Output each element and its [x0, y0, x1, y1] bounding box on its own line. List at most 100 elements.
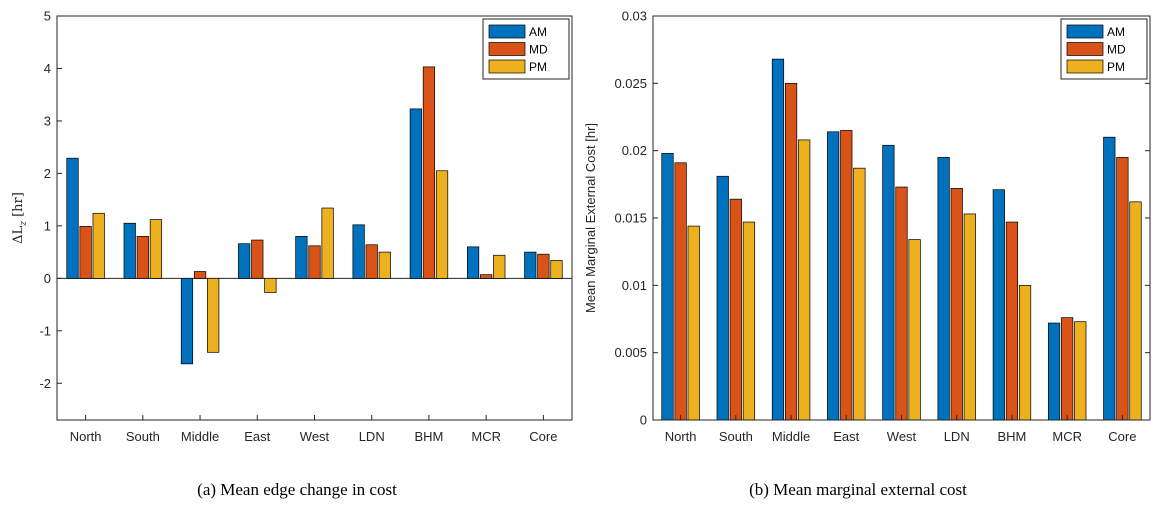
- bar-pm-core: [1129, 201, 1142, 421]
- bar-pm-west: [908, 239, 921, 421]
- bar-md-south: [136, 236, 149, 279]
- bar-md-mcr: [480, 274, 493, 279]
- bar-md-east: [840, 130, 853, 421]
- bar-pm-middle: [207, 277, 220, 353]
- bar-am-mcr: [1047, 322, 1061, 421]
- x-tick-label: Middle: [181, 429, 219, 444]
- bar-pm-east: [853, 167, 866, 421]
- bar-pm-south: [742, 221, 756, 421]
- legend-label-pm: PM: [1107, 60, 1125, 74]
- bar-am-middle: [771, 58, 785, 421]
- legend-swatch-md: [488, 42, 526, 56]
- caption-a: (a) Mean edge change in cost: [197, 480, 397, 499]
- bar-md-south: [729, 198, 742, 421]
- legend-label-md: MD: [529, 43, 548, 57]
- bar-md-east: [251, 239, 264, 279]
- bar-md-north: [79, 226, 92, 279]
- bar-pm-ldn: [963, 213, 976, 421]
- y-tick-label: 0: [640, 413, 647, 428]
- bar-am-middle: [180, 277, 194, 365]
- bar-md-core: [537, 253, 550, 279]
- bar-am-core: [1103, 136, 1116, 421]
- x-tick-label: North: [70, 429, 102, 444]
- legend-swatch-am: [1066, 24, 1104, 39]
- x-tick-label: BHM: [414, 429, 443, 444]
- bar-pm-ldn: [378, 251, 391, 279]
- x-tick-label: LDN: [359, 429, 385, 444]
- bar-pm-north: [92, 212, 105, 279]
- y-axis-label: Mean Marginal External Cost [hr]: [583, 123, 598, 313]
- y-axis-label-main: ΔL: [11, 225, 26, 243]
- bar-pm-mcr: [493, 254, 506, 279]
- bar-md-north: [674, 162, 687, 421]
- bar-am-bhm: [409, 108, 422, 279]
- y-tick-label: 0: [44, 271, 51, 286]
- x-tick-label: LDN: [944, 429, 970, 444]
- bar-pm-west: [321, 207, 334, 279]
- bar-md-mcr: [1061, 317, 1074, 421]
- bar-am-east: [827, 131, 840, 421]
- bar-md-west: [895, 186, 908, 421]
- x-tick-label: West: [887, 429, 917, 444]
- x-tick-label: South: [719, 429, 753, 444]
- x-tick-label: Middle: [772, 429, 810, 444]
- x-tick-label: South: [126, 429, 160, 444]
- bar-am-bhm: [992, 189, 1005, 421]
- y-tick-label: -1: [39, 323, 51, 338]
- y-tick-label: 0.03: [622, 9, 647, 24]
- bar-am-south: [123, 222, 136, 279]
- x-tick-label: East: [833, 429, 859, 444]
- bar-am-west: [882, 144, 895, 421]
- axes-box: [652, 15, 1151, 421]
- legend-label-pm: PM: [529, 60, 547, 74]
- bar-pm-south: [149, 219, 163, 279]
- y-tick-label: 0.025: [614, 76, 647, 91]
- bar-pm-mcr: [1074, 321, 1087, 421]
- bar-am-north: [661, 153, 674, 421]
- bar-pm-north: [687, 225, 700, 421]
- legend-label-am: AM: [1107, 25, 1125, 39]
- bar-pm-bhm: [1018, 284, 1032, 421]
- legend-swatch-pm: [1066, 59, 1104, 74]
- bar-md-middle: [193, 271, 207, 279]
- bar-am-south: [716, 175, 729, 421]
- x-tick-label: Core: [529, 429, 557, 444]
- bar-am-east: [238, 243, 251, 279]
- y-tick-label: 0.005: [614, 345, 647, 360]
- bar-am-ldn: [937, 157, 950, 421]
- chart-b: 0 0.005 0.01 0.015 0.02 0.025 0.03 North South Mi…: [583, 9, 1151, 444]
- x-tick-label: BHM: [997, 429, 1026, 444]
- bar-md-core: [1116, 157, 1129, 421]
- caption-b: (b) Mean marginal external cost: [749, 480, 967, 499]
- legend-swatch-am: [488, 24, 526, 39]
- y-axis-label-unit: [hr]: [11, 192, 26, 221]
- bar-am-west: [295, 236, 308, 279]
- bar-am-ldn: [352, 224, 365, 279]
- bar-pm-east: [264, 277, 277, 293]
- legend-label-md: MD: [1107, 43, 1126, 57]
- bar-pm-core: [550, 260, 563, 279]
- bar-pm-middle: [798, 139, 811, 421]
- x-tick-label: West: [300, 429, 330, 444]
- bar-md-bhm: [422, 66, 436, 279]
- axes-box: [56, 15, 573, 421]
- legend-label-am: AM: [529, 25, 547, 39]
- y-tick-label: 0.01: [622, 278, 647, 293]
- bar-md-ldn: [365, 244, 378, 279]
- legend-swatch-pm: [488, 59, 526, 74]
- x-tick-label: MCR: [471, 429, 501, 444]
- legend-swatch-md: [1066, 42, 1104, 56]
- y-tick-label: 2: [44, 166, 51, 181]
- y-tick-label: 3: [44, 113, 51, 128]
- plot-area: [57, 16, 572, 420]
- y-tick-label: 0.02: [622, 143, 647, 158]
- bar-md-bhm: [1005, 221, 1019, 421]
- y-tick-label: 1: [44, 218, 51, 233]
- x-tick-label: East: [244, 429, 270, 444]
- chart-a: -2 -1 0 1 2 3 4 5 North South Middle East West LDN BHM…: [11, 9, 573, 444]
- bar-am-core: [524, 251, 537, 279]
- bar-am-north: [66, 157, 79, 279]
- bar-am-mcr: [466, 246, 480, 279]
- bar-pm-bhm: [435, 170, 449, 279]
